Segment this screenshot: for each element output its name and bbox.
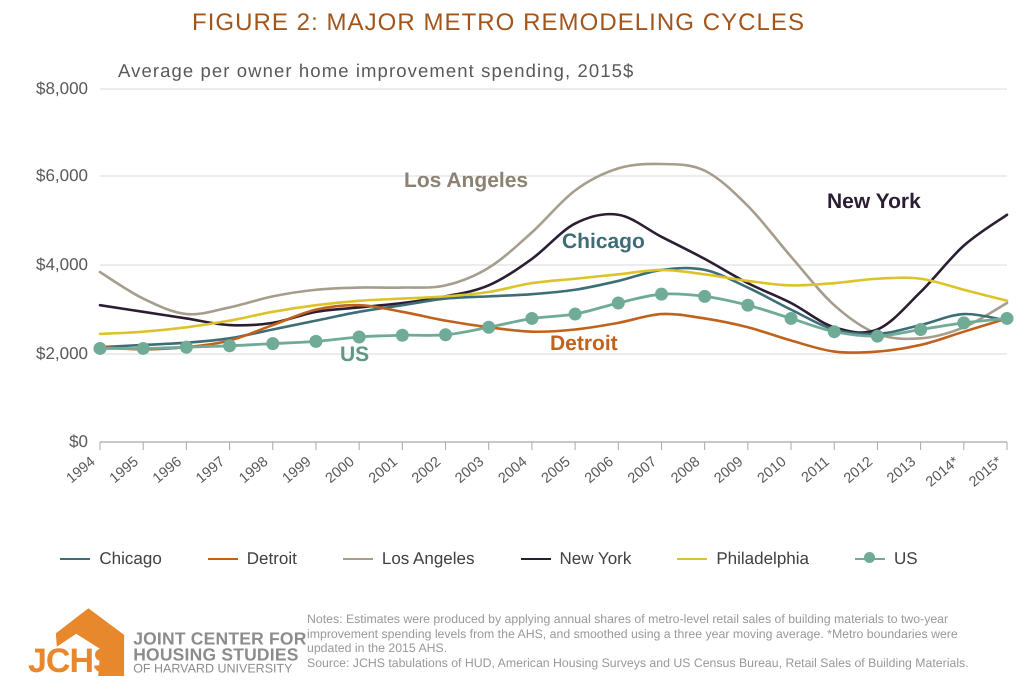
svg-text:2013: 2013 <box>884 454 919 487</box>
svg-text:2005: 2005 <box>539 454 574 487</box>
svg-text:$8,000: $8,000 <box>36 79 88 98</box>
svg-text:1997: 1997 <box>193 454 228 487</box>
svg-text:2011: 2011 <box>799 454 833 486</box>
svg-text:2008: 2008 <box>668 454 703 487</box>
svg-text:1996: 1996 <box>150 454 185 487</box>
svg-text:$6,000: $6,000 <box>36 166 88 185</box>
svg-text:US: US <box>340 343 369 366</box>
svg-text:2001: 2001 <box>366 454 401 487</box>
svg-text:New York: New York <box>827 190 921 213</box>
svg-text:2000: 2000 <box>323 454 358 487</box>
svg-text:2009: 2009 <box>711 454 746 487</box>
svg-text:2007: 2007 <box>625 454 660 487</box>
svg-text:Los Angeles: Los Angeles <box>404 169 528 192</box>
svg-text:2012: 2012 <box>841 454 876 487</box>
svg-text:1999: 1999 <box>280 454 315 487</box>
svg-text:2004: 2004 <box>495 454 530 487</box>
svg-text:2014*: 2014* <box>923 454 963 491</box>
svg-text:Detroit: Detroit <box>550 332 618 355</box>
svg-text:1998: 1998 <box>236 454 271 487</box>
svg-text:Chicago: Chicago <box>562 230 645 253</box>
svg-text:$0: $0 <box>69 432 88 451</box>
svg-text:1994: 1994 <box>64 454 99 487</box>
svg-text:2003: 2003 <box>452 454 487 487</box>
svg-text:2002: 2002 <box>409 454 444 487</box>
svg-text:$4,000: $4,000 <box>36 255 88 274</box>
svg-text:2015*: 2015* <box>966 454 1006 491</box>
svg-text:1995: 1995 <box>107 454 142 487</box>
svg-text:2010: 2010 <box>755 454 790 487</box>
svg-text:2006: 2006 <box>582 454 617 487</box>
svg-text:$2,000: $2,000 <box>36 344 88 363</box>
